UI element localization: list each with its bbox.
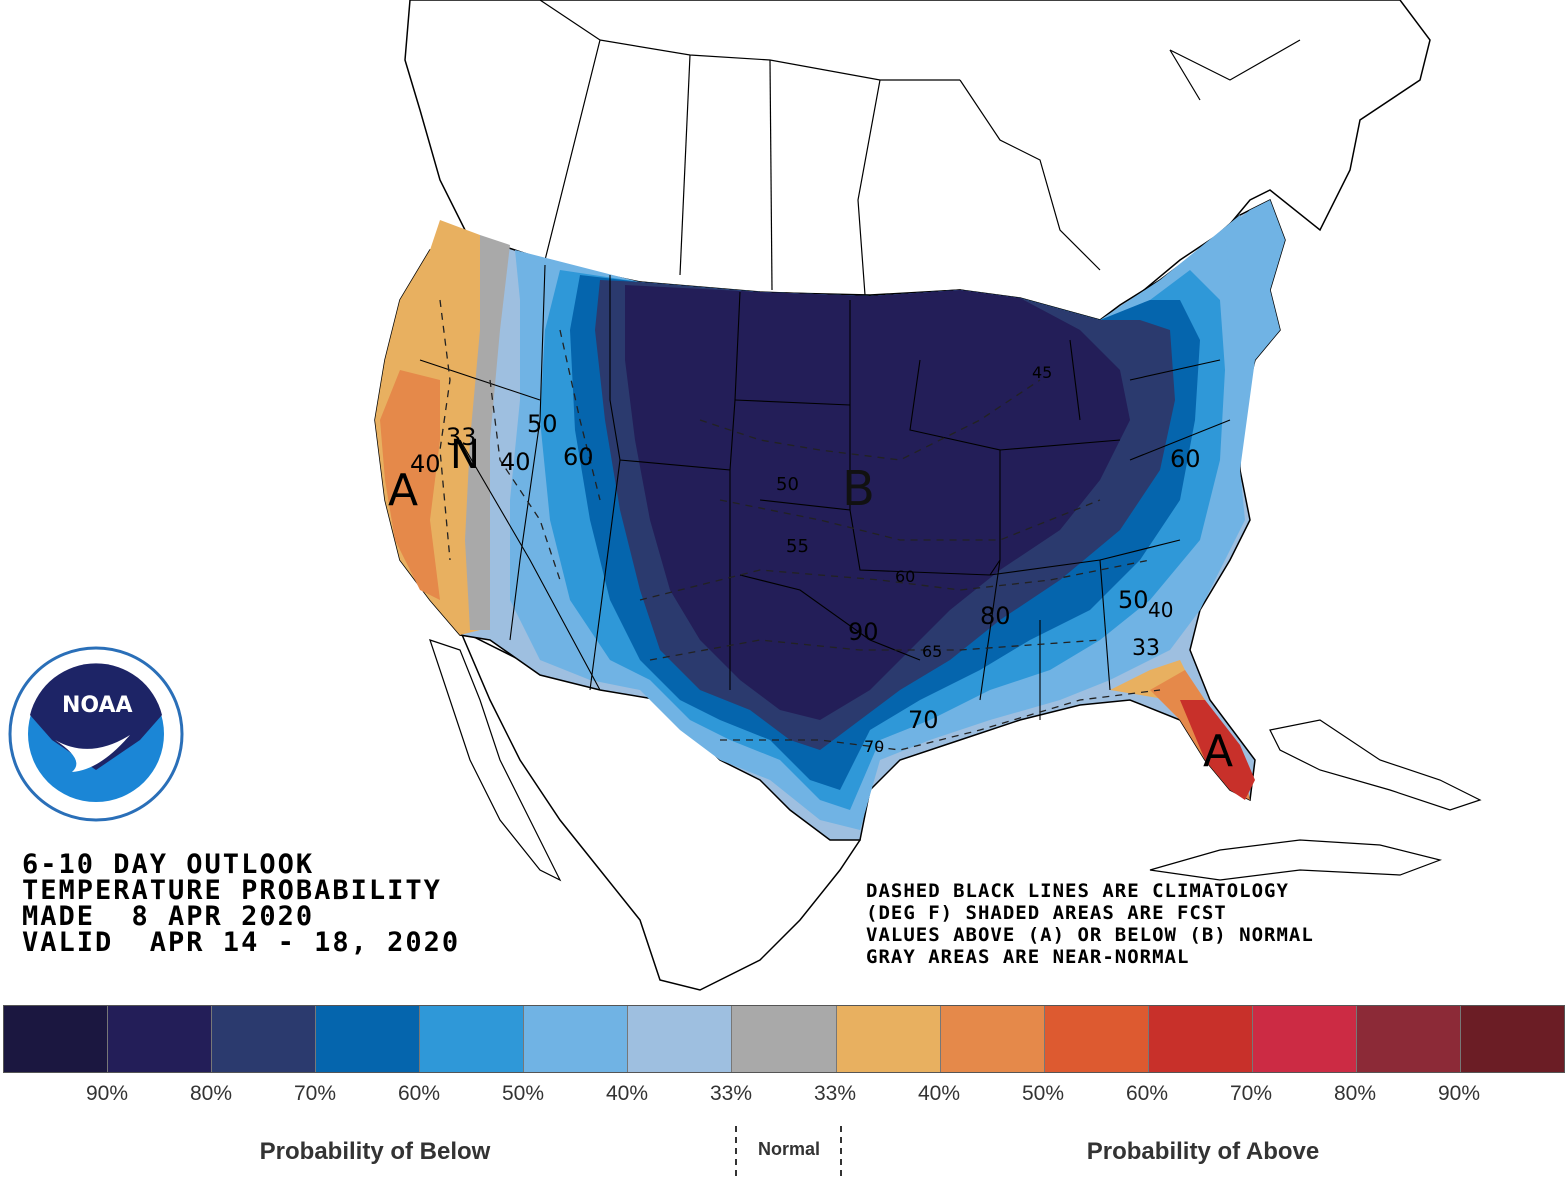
colorbar-swatch-12: [1252, 1006, 1357, 1072]
colorbar-tick-label: 70%: [1229, 1082, 1273, 1105]
colorbar-tick-label: 60%: [397, 1082, 441, 1105]
colorbar-swatch-2: [212, 1006, 317, 1072]
outlook-line-4: VALID APR 14 - 18, 2020: [22, 927, 461, 958]
colorbar-tick-label: 60%: [1125, 1082, 1169, 1105]
legend-note-block: DASHED BLACK LINES ARE CLIMATOLOGY (DEG …: [866, 880, 1314, 968]
above-florida-letter: A: [1203, 726, 1233, 777]
legend-note-line-2: (DEG F) SHADED AREAS ARE FCST: [866, 902, 1227, 924]
contour-label-11: 70: [864, 737, 884, 756]
west-above-50: [380, 370, 440, 600]
colorbar-tick-label: 80%: [1333, 1082, 1377, 1105]
contour-label-10: 70: [908, 706, 939, 734]
below-90: [625, 285, 1130, 720]
province-lines: [539, 0, 1301, 296]
colorbar-tick-label: 50%: [501, 1082, 545, 1105]
above-west-letter: A: [388, 465, 418, 516]
contour-label-13: 50: [1118, 586, 1149, 614]
contour-label-15: 33: [1132, 636, 1160, 661]
colorbar-swatch-6: [628, 1006, 733, 1072]
above-caption: Probability of Above: [1086, 1138, 1320, 1165]
contour-label-12: 80: [980, 602, 1011, 630]
contour-label-16: 60: [1170, 445, 1201, 473]
colorbar-swatch-14: [1460, 1006, 1564, 1072]
colorbar-tick-label: 70%: [293, 1082, 337, 1105]
normal-divider-left: [735, 1126, 737, 1176]
baja: [429, 639, 562, 882]
fl-above-60: [1180, 700, 1255, 800]
contour-label-4: 60: [563, 443, 594, 471]
below-center-letter: B: [842, 461, 875, 517]
normal-divider-right: [840, 1126, 842, 1176]
noaa-logo-top: [30, 663, 162, 770]
near-normal-letter: N: [450, 432, 480, 478]
colorbar-swatch-1: [108, 1006, 213, 1072]
colorbar-swatch-3: [316, 1006, 421, 1072]
noaa-logo-text: NOAA: [62, 693, 133, 718]
noaa-logo: NOAA: [8, 646, 184, 822]
colorbar-tick-label: 40%: [917, 1082, 961, 1105]
hispaniola: [1149, 839, 1443, 881]
contour-label-2: 40: [500, 448, 531, 476]
outlook-line-2: TEMPERATURE PROBABILITY: [22, 875, 442, 906]
colorbar-swatch-4: [420, 1006, 525, 1072]
climatology-contours: [439, 299, 1161, 751]
outlook-map: B A A N 40 33 40 50 60 50 55 60 90 65 70…: [8, 0, 1482, 991]
normal-caption: Normal: [757, 1139, 821, 1159]
outlook-line-1: 6-10 DAY OUTLOOK: [22, 849, 315, 880]
colorbar-swatch-7: [732, 1006, 837, 1072]
state-lines: [419, 264, 1231, 720]
colorbar-swatch-13: [1356, 1006, 1461, 1072]
contour-label-1: 33: [446, 423, 477, 451]
map-annotations: B A A N 40 33 40 50 60 50 55 60 90 65 70…: [388, 363, 1233, 777]
legend-note-line-4: GRAY AREAS ARE NEAR-NORMAL: [866, 946, 1190, 968]
colorbar-tick-label: 50%: [1021, 1082, 1065, 1105]
colorbar-tick-label: 33%: [813, 1082, 857, 1105]
legend-note-line-1: DASHED BLACK LINES ARE CLIMATOLOGY: [866, 880, 1289, 902]
outlook-title-block: 6-10 DAY OUTLOOK TEMPERATURE PROBABILITY…: [22, 849, 461, 958]
colorbar-swatch-11: [1148, 1006, 1253, 1072]
probability-colorbar: [3, 1005, 1565, 1073]
contour-label-5: 50: [776, 474, 799, 495]
contour-label-17: 45: [1032, 363, 1052, 382]
contour-label-14: 40: [1148, 598, 1173, 622]
contour-label-6: 55: [786, 536, 809, 557]
cuba: [1269, 719, 1482, 811]
colorbar-swatch-5: [524, 1006, 629, 1072]
colorbar-swatch-9: [940, 1006, 1045, 1072]
contour-label-3: 50: [527, 410, 558, 438]
ne-50: [1225, 200, 1285, 360]
contour-label-0: 40: [410, 450, 441, 478]
colorbar-tick-label: 40%: [605, 1082, 649, 1105]
seagull-icon: [55, 735, 130, 772]
colorbar-tick-label: 80%: [189, 1082, 233, 1105]
outlook-line-3: MADE 8 APR 2020: [22, 901, 315, 932]
legend-note-line-3: VALUES ABOVE (A) OR BELOW (B) NORMAL: [866, 924, 1314, 946]
colorbar-tick-label: 90%: [1437, 1082, 1481, 1105]
colorbar-tick-label: 90%: [85, 1082, 129, 1105]
contour-label-8: 90: [848, 618, 879, 646]
contour-label-9: 65: [922, 642, 942, 661]
below-caption: Probability of Below: [259, 1138, 491, 1165]
contour-label-7: 60: [895, 567, 915, 586]
colorbar-swatch-0: [4, 1006, 109, 1072]
near-normal-strip: [465, 235, 510, 630]
colorbar-tick-label: 33%: [709, 1082, 753, 1105]
colorbar-swatch-10: [1044, 1006, 1149, 1072]
colorbar-swatch-8: [836, 1006, 941, 1072]
